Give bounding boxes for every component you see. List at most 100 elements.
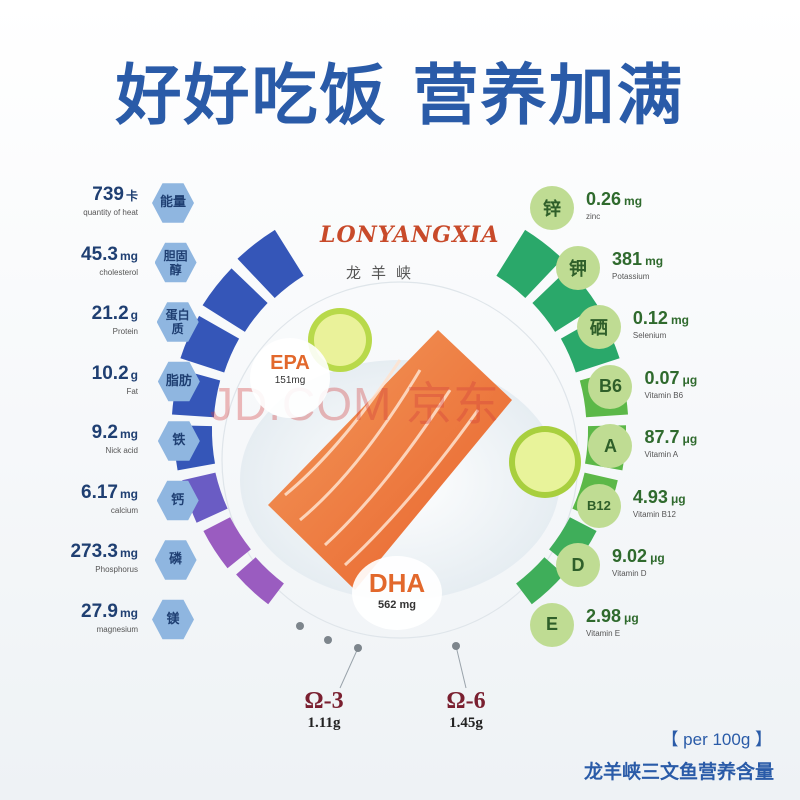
nutrient-english-name: Nick acid bbox=[105, 446, 138, 455]
nutrient-number: 2.98 bbox=[586, 605, 622, 626]
epa-badge: EPA 151mg bbox=[250, 338, 330, 418]
left-arc-segment bbox=[203, 517, 251, 569]
nutrient-unit: μg bbox=[682, 372, 698, 387]
nutrient-unit: g bbox=[130, 308, 138, 322]
nutrient-english-name: Protein bbox=[112, 327, 138, 336]
dha-badge: DHA 562 mg bbox=[352, 556, 442, 630]
left-nutrient-row: 21.2 g Protein 蛋白质 bbox=[0, 302, 199, 355]
nutrient-number: 739 bbox=[92, 184, 124, 205]
nutrient-english-name: Phosphorus bbox=[95, 565, 138, 574]
salmon-fillet bbox=[268, 330, 512, 590]
left-nutrient-row: 27.9 mg magnesium 镁 bbox=[0, 599, 194, 653]
right-nutrient-row: 钾 381 mg Potassium bbox=[556, 245, 800, 296]
nutrient-number: 0.12 bbox=[632, 308, 668, 328]
nutrient-number: 21.2 bbox=[91, 303, 129, 324]
right-nutrient-row: B6 0.07 μg Vitamin B6 bbox=[588, 364, 800, 415]
nutrient-value: 6.17 mg bbox=[81, 482, 138, 504]
nutrient-english-name: Fat bbox=[126, 386, 138, 396]
nutrient-number: 273.3 bbox=[70, 541, 118, 562]
right-nutrient-row: B12 4.93 μg Vitamin B12 bbox=[576, 483, 800, 534]
nutrient-english-name: zinc bbox=[586, 212, 601, 221]
left-arc-segment bbox=[236, 557, 284, 605]
nutrient-value: 739 卡 bbox=[92, 184, 138, 206]
nutrient-circle-badge: A bbox=[588, 424, 633, 468]
nutrient-english-name: magnesium bbox=[96, 624, 138, 634]
nutrient-unit: 卡 bbox=[125, 189, 138, 203]
nutrient-number: 10.2 bbox=[91, 362, 129, 384]
nutrient-circle-badge: 钾 bbox=[556, 245, 601, 290]
nutrient-english-name: Vitamin D bbox=[612, 569, 647, 578]
omega6-name: Ω-6 bbox=[446, 688, 486, 714]
left-nutrient-row: 10.2 g Fat 脂肪 bbox=[0, 361, 200, 415]
nutrient-value: 0.26 mg bbox=[586, 189, 642, 210]
nutrient-number: 4.93 bbox=[632, 486, 668, 507]
headline: 好好吃饭 营养加满 bbox=[115, 57, 685, 134]
left-nutrient-row: 45.3 mg cholesterol 胆固醇 bbox=[0, 242, 197, 296]
nutrient-unit: mg bbox=[120, 605, 138, 620]
per-100g-label: 【 per 100g 】 bbox=[661, 730, 772, 749]
left-nutrient-row: 9.2 mg Nick acid 铁 bbox=[0, 421, 200, 474]
nutrient-unit: mg bbox=[120, 248, 138, 263]
right-arc-segment bbox=[516, 557, 564, 605]
nutrient-unit: μg bbox=[624, 610, 639, 625]
nutrient-number: 27.9 bbox=[81, 600, 118, 622]
nutrient-unit: mg bbox=[624, 194, 643, 208]
omega3-label: Ω-3 1.11g bbox=[294, 688, 354, 732]
lime-slice-top bbox=[308, 308, 372, 372]
nutrient-unit: mg bbox=[645, 253, 664, 268]
nutrient-number: 6.17 bbox=[81, 481, 118, 503]
left-nutrient-row: 273.3 mg Phosphorus 磷 bbox=[0, 540, 197, 593]
nutrient-value: 273.3 mg bbox=[70, 541, 138, 563]
nutrient-number: 0.07 bbox=[644, 367, 680, 388]
nutrient-value: 9.2 mg bbox=[92, 422, 138, 444]
nutrient-english-name: Vitamin B12 bbox=[632, 509, 676, 519]
nutrient-unit: mg bbox=[670, 313, 689, 327]
nutrient-unit: μg bbox=[650, 551, 665, 565]
nutrient-english-name: Vitamin E bbox=[586, 628, 621, 638]
omega3-amount: 1.11g bbox=[307, 715, 341, 731]
brand-cn-name: 龙羊峡 bbox=[346, 264, 422, 282]
nutrient-number: 381 bbox=[612, 248, 643, 269]
omega6-amount: 1.45g bbox=[449, 715, 483, 731]
nutrient-value: 10.2 g bbox=[92, 363, 138, 385]
nutrient-english-name: quantity of heat bbox=[83, 208, 138, 217]
left-arc-segment bbox=[202, 268, 268, 332]
nutrient-value: 45.3 mg bbox=[81, 244, 138, 266]
omega3-name: Ω-3 bbox=[304, 688, 344, 714]
nutrient-number: 45.3 bbox=[81, 243, 118, 265]
nutrient-value: 27.9 mg bbox=[81, 601, 138, 623]
lime-slice-right bbox=[509, 426, 581, 498]
right-nutrient-row: D 9.02 μg Vitamin D bbox=[556, 543, 800, 593]
nutrient-circle-badge: 锌 bbox=[530, 186, 574, 230]
nutrient-english-name: Selenium bbox=[632, 331, 667, 340]
dha-amount: 562 mg bbox=[378, 599, 416, 611]
nutrient-value: 9.02 μg bbox=[612, 546, 665, 567]
nutrient-english-name: Vitamin A bbox=[644, 450, 679, 459]
nutrient-value: 381 mg bbox=[612, 249, 663, 270]
left-arc-segment bbox=[237, 229, 304, 298]
nutrient-circle-badge: 硒 bbox=[576, 305, 621, 349]
nutrient-unit: mg bbox=[120, 546, 138, 560]
left-arc-segment bbox=[182, 472, 228, 523]
right-arc-segment bbox=[496, 229, 563, 298]
nutrient-value: 2.98 μg bbox=[586, 606, 639, 627]
nutrient-number: 9.02 bbox=[612, 546, 648, 566]
nutrient-unit: mg bbox=[120, 486, 138, 501]
nutrient-value: 87.7 μg bbox=[644, 427, 697, 448]
brand-logo: LONYANGXIA bbox=[320, 222, 500, 248]
right-nutrient-row: 硒 0.12 mg Selenium bbox=[576, 305, 800, 355]
nutrient-circle-badge: B6 bbox=[588, 364, 633, 409]
nutrient-unit: μg bbox=[670, 491, 686, 506]
footer-caption: 龙羊峡三文鱼营养含量 bbox=[583, 761, 774, 783]
dha-label: DHA bbox=[368, 568, 426, 598]
nutrient-value: 4.93 μg bbox=[633, 487, 686, 508]
nutrient-number: 9.2 bbox=[91, 422, 118, 443]
epa-amount: 151mg bbox=[274, 375, 306, 386]
omega6-label: Ω-6 1.45g bbox=[436, 688, 496, 732]
nutrient-hex-badge: 能量 bbox=[152, 183, 194, 223]
nutrient-value: 0.12 mg bbox=[633, 308, 689, 329]
nutrient-unit: mg bbox=[120, 427, 138, 441]
nutrient-circle-badge: B12 bbox=[576, 483, 621, 528]
nutrient-value: 21.2 g bbox=[92, 303, 138, 325]
